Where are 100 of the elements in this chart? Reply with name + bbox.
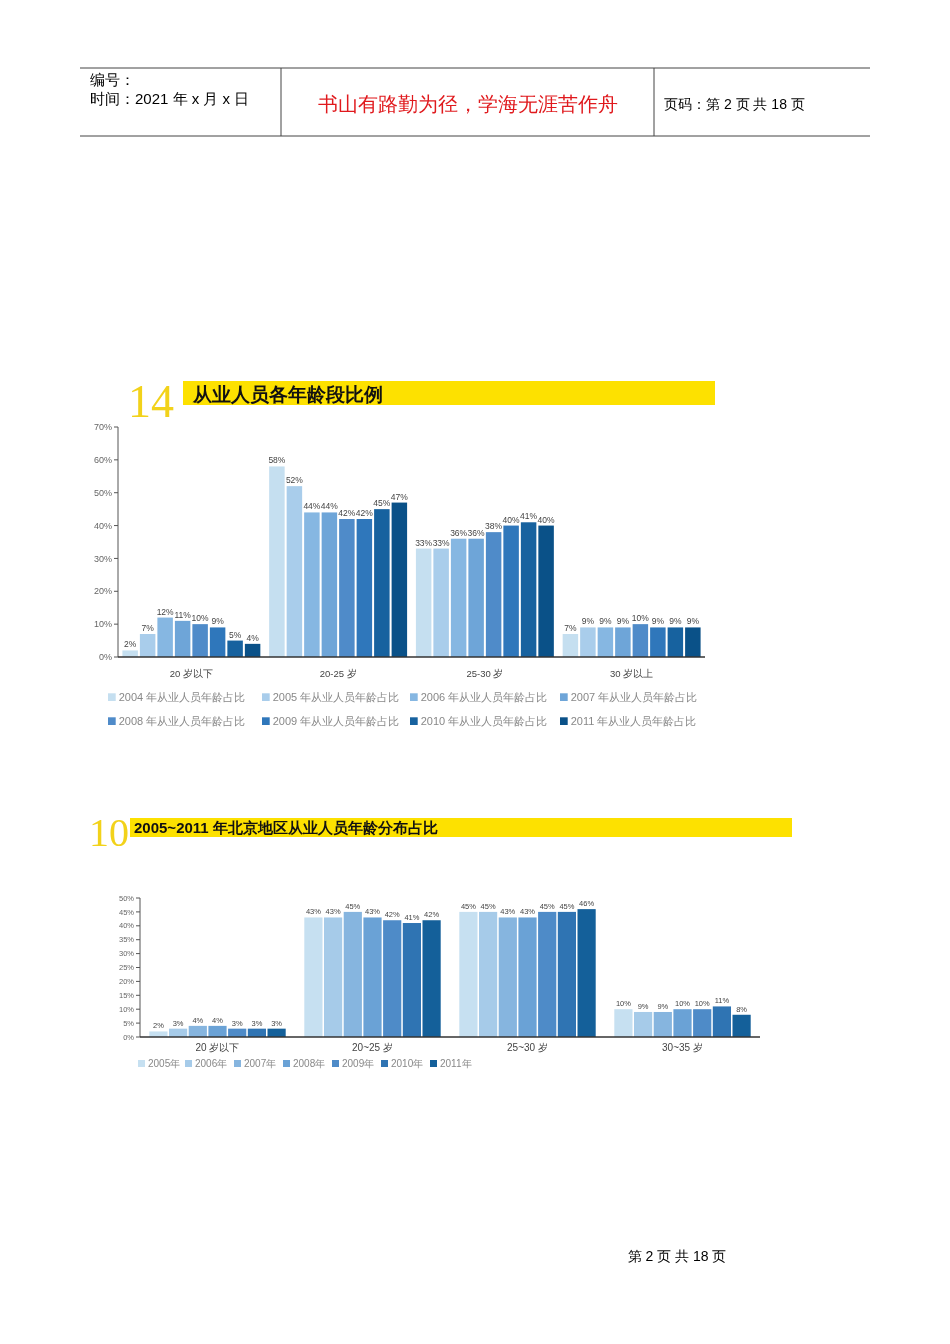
bar — [538, 525, 554, 657]
data-label: 58% — [268, 455, 286, 466]
x-tick-label: 30~35 岁 — [662, 1042, 703, 1053]
bar — [459, 911, 478, 1037]
data-label: 4% — [246, 632, 260, 643]
legend-label: 2010 年从业人员年龄占比 — [420, 715, 548, 727]
legend-label: 2006年 — [195, 1058, 228, 1069]
y-tick-label: 30% — [93, 553, 112, 564]
data-label: 40% — [502, 514, 521, 525]
bar — [712, 1006, 731, 1037]
bar — [557, 911, 576, 1037]
legend-label: 2004 年从业人员年龄占比 — [118, 691, 246, 703]
x-tick-label: 25~30 岁 — [507, 1042, 548, 1053]
legend-label: 2006 年从业人员年龄占比 — [420, 691, 548, 703]
bar — [615, 627, 631, 657]
bar — [363, 917, 382, 1037]
x-tick-label: 25-30 岁 — [466, 668, 504, 679]
data-label: 9% — [669, 616, 682, 627]
y-tick-label: 60% — [93, 455, 112, 466]
text: 页码：第 2 页 共 18 页 — [664, 96, 805, 112]
text: 时间：2021 年 x 月 x 日 — [90, 90, 250, 107]
bar — [597, 627, 614, 657]
x-tick-label: 30 岁以上 — [610, 668, 654, 679]
bar — [485, 532, 502, 657]
y-tick-label: 50% — [93, 487, 112, 498]
bar — [324, 917, 343, 1037]
legend-label: 2011 年从业人员年龄占比 — [570, 715, 697, 727]
x-tick-label: 20-25 岁 — [319, 668, 357, 679]
data-label: 10% — [631, 613, 650, 624]
data-label: 9% — [599, 616, 612, 627]
bar — [632, 624, 649, 657]
legend-label: 2005年 — [148, 1058, 181, 1069]
data-label: 9% — [651, 616, 665, 627]
data-label: 42% — [338, 508, 356, 518]
legend-label: 2008年 — [293, 1058, 326, 1069]
bar — [422, 920, 441, 1037]
legend-label: 2007 年从业人员年龄占比 — [570, 691, 698, 703]
bar — [634, 1011, 653, 1037]
legend-label: 2005 年从业人员年龄占比 — [272, 691, 400, 703]
bar — [693, 1009, 712, 1037]
bar — [415, 548, 432, 657]
y-tick-label: 10% — [93, 619, 112, 630]
x-tick-label: 20 岁以下 — [195, 1042, 240, 1053]
data-label: 5% — [228, 629, 242, 640]
data-label: 33% — [432, 537, 451, 548]
bar — [468, 538, 484, 657]
bar — [374, 509, 390, 657]
data-label: 44% — [320, 501, 339, 512]
bar — [520, 522, 537, 657]
bar — [149, 1031, 168, 1037]
bar — [339, 519, 355, 657]
data-label: 9% — [581, 616, 595, 627]
chart-title: 2005~2011 年北京地区从业人员年龄分布占比 — [134, 819, 438, 836]
bar — [192, 624, 208, 657]
bar — [139, 634, 156, 657]
x-tick-label: 20~25 岁 — [352, 1042, 393, 1053]
bar — [667, 627, 684, 657]
bar — [653, 1011, 672, 1037]
text: 第 2 页 共 18 页 — [627, 1248, 727, 1264]
data-label: 10% — [191, 613, 210, 624]
data-label: 7% — [564, 623, 577, 633]
x-tick-label: 20 岁以下 — [169, 668, 213, 679]
data-label: 9% — [686, 616, 700, 627]
y-tick-label: 70% — [93, 422, 112, 433]
y-tick-label: 0% — [98, 652, 112, 663]
text: 编号： — [90, 71, 135, 88]
bar — [685, 627, 701, 657]
bar — [650, 627, 666, 657]
data-label: 38% — [485, 521, 503, 532]
bar — [227, 640, 243, 657]
legend-label: 2008 年从业人员年龄占比 — [118, 715, 246, 727]
text: 书山有路勤为径，学海无涯苦作舟 — [318, 93, 618, 115]
bar — [321, 512, 338, 657]
bar — [304, 512, 320, 657]
bar — [402, 923, 421, 1037]
data-label: 44% — [303, 501, 321, 512]
bar — [732, 1014, 751, 1037]
data-label: 36% — [450, 527, 468, 538]
legend-label: 2009年 — [342, 1058, 375, 1069]
y-tick-label: 40% — [93, 520, 112, 531]
data-label: 40% — [537, 514, 556, 525]
data-label: 33% — [415, 537, 433, 548]
text: 10 — [89, 810, 129, 855]
bar — [122, 650, 138, 657]
bar — [580, 627, 596, 657]
data-label: 9% — [616, 616, 630, 627]
data-label: 47% — [390, 491, 409, 502]
bar — [356, 519, 373, 657]
data-label: 36% — [467, 527, 486, 538]
data-label: 11% — [174, 609, 192, 620]
bar — [498, 917, 517, 1037]
annotation: 14 — [128, 376, 174, 427]
bar — [343, 911, 362, 1037]
legend-label: 2007年 — [244, 1058, 277, 1069]
bar — [269, 466, 285, 657]
data-label: 12% — [156, 606, 175, 617]
bar — [562, 634, 579, 657]
legend-label: 2010年 — [391, 1058, 424, 1069]
legend-label: 2011年 — [440, 1058, 472, 1069]
bar — [209, 627, 226, 657]
